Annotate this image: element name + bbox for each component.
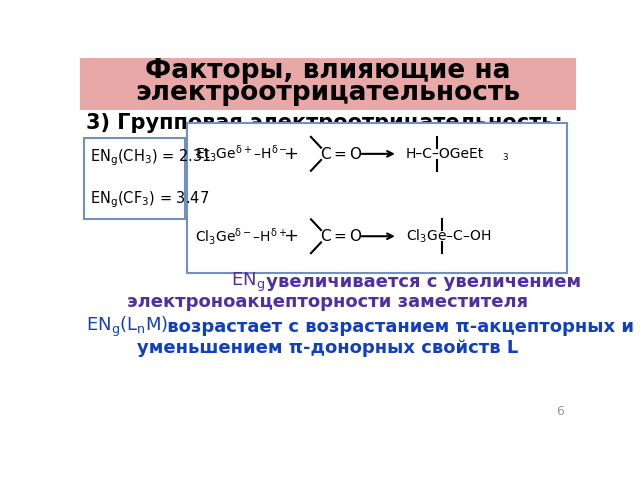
- Text: C$=$O: C$=$O: [320, 146, 363, 162]
- Text: $\rm EN_g$: $\rm EN_g$: [231, 271, 265, 294]
- FancyBboxPatch shape: [187, 123, 566, 273]
- FancyBboxPatch shape: [84, 138, 184, 219]
- Text: 6: 6: [557, 405, 564, 418]
- Text: +: +: [284, 227, 298, 245]
- Text: электроноакцепторности заместителя: электроноакцепторности заместителя: [127, 293, 529, 311]
- Text: электроотрицательность: электроотрицательность: [136, 80, 520, 106]
- Text: $\rm EN_g(CF_3)$ = 3.47: $\rm EN_g(CF_3)$ = 3.47: [90, 190, 209, 210]
- FancyBboxPatch shape: [80, 58, 576, 110]
- Text: уменьшением π-донорных свойств L: уменьшением π-донорных свойств L: [138, 339, 518, 357]
- Text: увеличивается с увеличением: увеличивается с увеличением: [260, 274, 581, 291]
- Text: $\rm EN_g(L_nM)$: $\rm EN_g(L_nM)$: [86, 315, 168, 339]
- Text: H–C–OGeEt: H–C–OGeEt: [406, 147, 484, 161]
- Text: Факторы, влияющие на: Факторы, влияющие на: [145, 59, 511, 84]
- Text: $_3$: $_3$: [502, 150, 509, 163]
- Text: $\rm Cl_3Ge^{\delta-}$–$\rm H^{\delta+}$: $\rm Cl_3Ge^{\delta-}$–$\rm H^{\delta+}$: [195, 226, 287, 247]
- Text: возрастает с возрастанием π-акцепторных и: возрастает с возрастанием π-акцепторных …: [161, 318, 634, 336]
- Text: C$=$O: C$=$O: [320, 228, 363, 244]
- Text: $\rm EN_g(CH_3)$ = 2.31: $\rm EN_g(CH_3)$ = 2.31: [90, 147, 212, 168]
- Text: $\rm Et_3Ge^{\delta+}$–$\rm H^{\delta-}$: $\rm Et_3Ge^{\delta+}$–$\rm H^{\delta-}$: [195, 144, 288, 164]
- Text: +: +: [284, 145, 298, 163]
- Text: 3) Групповая электроотрицательность:: 3) Групповая электроотрицательность:: [86, 113, 563, 133]
- Text: $\rm Cl_3$Ge–C–OH: $\rm Cl_3$Ge–C–OH: [406, 228, 491, 245]
